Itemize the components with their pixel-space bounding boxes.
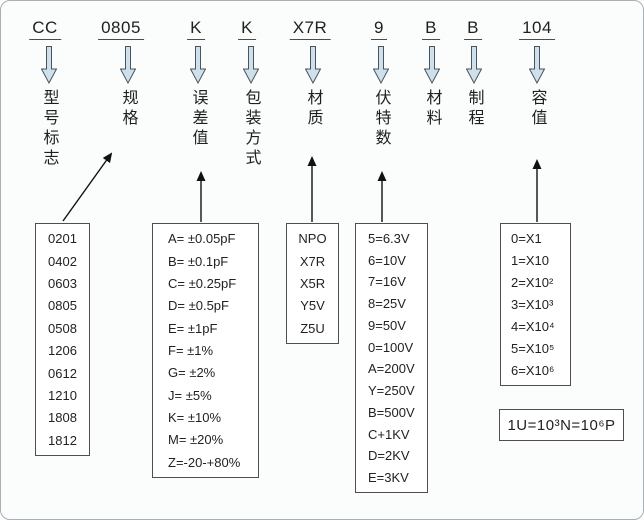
unit-note-box: 1U=10³N=10⁶P [499, 409, 624, 441]
box-item: NPO [298, 231, 327, 247]
label-size: 规格 [119, 89, 137, 129]
box-item: C+1KV [368, 426, 410, 442]
box-item: 6=X10⁶ [511, 363, 555, 378]
label-series: 型号标志 [40, 89, 58, 169]
box-item: 1206 [48, 343, 77, 359]
box-item: M= ±20% [168, 432, 224, 448]
box-item: D= ±0.5pF [168, 298, 229, 314]
down-arrow-icon [305, 46, 321, 84]
code-voltage: 9 [371, 18, 387, 40]
up-arrow-sizes-icon [62, 152, 113, 222]
box-item: 5=X10⁵ [511, 341, 555, 356]
sizes-box: 0201 0402 0603 0805 0508 1206 0612 1210 1808 1812 [35, 223, 90, 456]
code-capacitance: 104 [519, 18, 555, 40]
box-item: Z5U [300, 320, 325, 336]
box-item: 4=X10⁴ [511, 319, 555, 334]
code-dielectric: X7R [289, 18, 331, 40]
box-item: X5R [299, 275, 326, 291]
box-item: 0402 [48, 253, 77, 269]
box-item: 0201 [48, 231, 77, 247]
tolerance-box: A= ±0.05pF B= ±0.1pF C= ±0.25pF D= ±0.5pF E=… [152, 223, 259, 478]
box-item: J= ±5% [168, 387, 212, 403]
box-item: C= ±0.25pF [168, 275, 237, 291]
box-item: K= ±10% [168, 409, 222, 425]
label-voltage: 伏特数 [372, 89, 390, 149]
label-tolerance: 误差值 [189, 89, 207, 149]
box-item: Y=250V [368, 383, 415, 399]
box-item: 1=X10 [511, 253, 549, 268]
box-item: A= ±0.05pF [168, 231, 236, 247]
box-item: E=3KV [368, 470, 409, 486]
code-packaging: K [238, 18, 256, 40]
down-arrow-icon [243, 46, 259, 84]
box-item: Z=-20-+80% [168, 454, 241, 470]
box-item: Y5V [300, 298, 325, 314]
box-item: 2=X10² [511, 275, 554, 290]
down-arrow-icon [41, 46, 57, 84]
box-item: 0603 [48, 276, 77, 292]
box-item: 0=X1 [511, 231, 542, 246]
label-dielectric: 材质 [304, 89, 322, 129]
down-arrow-icon [529, 46, 545, 84]
label-process: 制程 [465, 89, 483, 129]
box-item: B=500V [368, 404, 415, 420]
down-arrow-icon [190, 46, 206, 84]
dielectric-box: NPO X7R X5R Y5V Z5U [286, 223, 339, 344]
code-process: B [464, 18, 482, 40]
down-arrow-icon [120, 46, 136, 84]
box-item: 6=10V [368, 252, 406, 268]
box-item: 7=16V [368, 274, 406, 290]
box-item: A=200V [368, 361, 415, 377]
box-item: 0508 [48, 320, 77, 336]
box-item: 0=100V [368, 339, 414, 355]
box-item: B= ±0.1pF [168, 253, 229, 269]
multiplier-box: 0=X1 1=X10 2=X10² 3=X10³ 4=X10⁴ 5=X10⁵ 6=X10⁶ [500, 223, 571, 386]
code-series: CC [29, 18, 61, 40]
box-item: X7R [299, 253, 326, 269]
code-size: 0805 [98, 18, 144, 40]
down-arrow-icon [373, 46, 389, 84]
voltage-box: 5=6.3V 6=10V 7=16V 8=25V 9=50V 0=100V A=200V Y=… [355, 223, 428, 493]
box-item: E= ±1pF [168, 320, 218, 336]
box-item: 5=6.3V [368, 230, 410, 246]
box-item: 0805 [48, 298, 77, 314]
box-item: 9=50V [368, 317, 406, 333]
box-item: 3=X10³ [511, 297, 554, 312]
box-item: F= ±1% [168, 342, 214, 358]
code-tolerance: K [187, 18, 205, 40]
box-item: 0612 [48, 365, 77, 381]
down-arrow-icon [466, 46, 482, 84]
box-item: 1808 [48, 410, 77, 426]
down-arrow-icon [424, 46, 440, 84]
box-item: 1210 [48, 387, 77, 403]
box-item: 1812 [48, 432, 77, 448]
label-packaging: 包装方式 [242, 89, 260, 169]
code-material: B [422, 18, 440, 40]
box-item: G= ±2% [168, 365, 216, 381]
box-item: D=2KV [368, 448, 410, 464]
box-item: 8=25V [368, 296, 406, 312]
label-material: 材料 [423, 89, 441, 129]
label-capacitance: 容值 [528, 89, 546, 129]
